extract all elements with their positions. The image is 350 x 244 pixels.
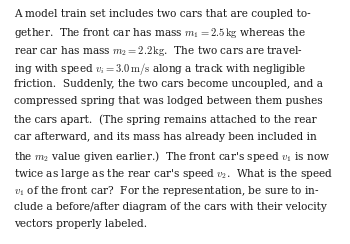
Text: rear car has mass $m_2 = 2.2\,\mathrm{kg}$.  The two cars are travel-: rear car has mass $m_2 = 2.2\,\mathrm{kg… bbox=[14, 44, 303, 58]
Text: ing with speed $v_i = 3.0\,\mathrm{m/s}$ along a track with negligible: ing with speed $v_i = 3.0\,\mathrm{m/s}$… bbox=[14, 61, 307, 77]
Text: $v_1$ of the front car?  For the representation, be sure to in-: $v_1$ of the front car? For the represen… bbox=[14, 184, 320, 198]
Text: compressed spring that was lodged between them pushes: compressed spring that was lodged betwee… bbox=[14, 96, 323, 106]
Text: car afterward, and its mass has already been included in: car afterward, and its mass has already … bbox=[14, 132, 317, 142]
Text: A model train set includes two cars that are coupled to-: A model train set includes two cars that… bbox=[14, 9, 311, 19]
Text: vectors properly labeled.: vectors properly labeled. bbox=[14, 219, 147, 229]
Text: friction.  Suddenly, the two cars become uncoupled, and a: friction. Suddenly, the two cars become … bbox=[14, 79, 323, 89]
Text: gether.  The front car has mass $m_1 = 2.5\,\mathrm{kg}$ whereas the: gether. The front car has mass $m_1 = 2.… bbox=[14, 26, 306, 40]
Text: the cars apart.  (The spring remains attached to the rear: the cars apart. (The spring remains atta… bbox=[14, 114, 317, 124]
Text: twice as large as the rear car's speed $v_2$.  What is the speed: twice as large as the rear car's speed $… bbox=[14, 167, 333, 181]
Text: clude a before/after diagram of the cars with their velocity: clude a before/after diagram of the cars… bbox=[14, 202, 327, 212]
Text: the $m_2$ value given earlier.)  The front car's speed $v_1$ is now: the $m_2$ value given earlier.) The fron… bbox=[14, 149, 330, 164]
